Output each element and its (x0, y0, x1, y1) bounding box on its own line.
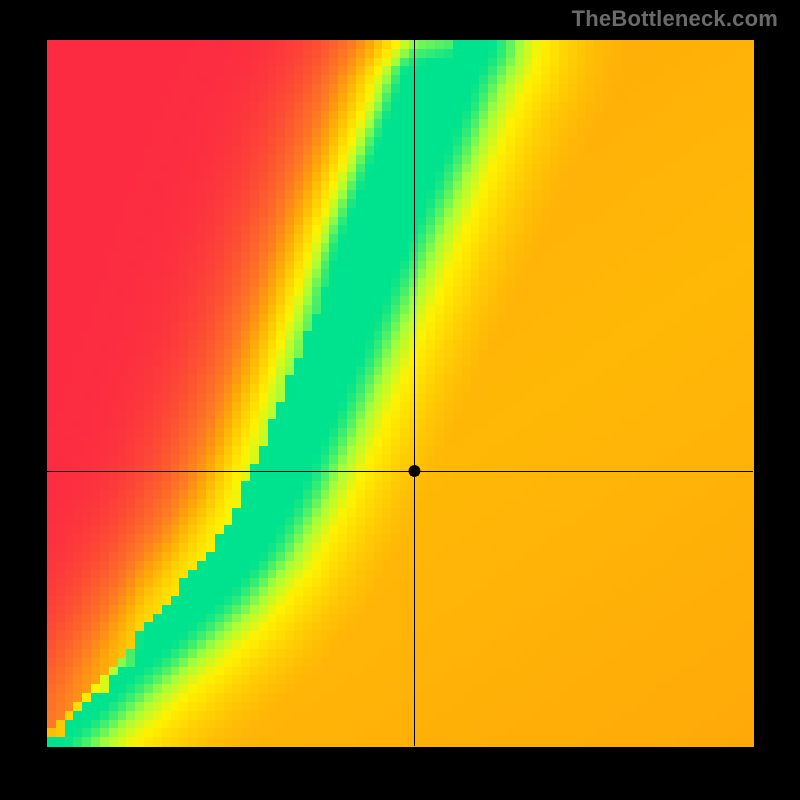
attribution-watermark: TheBottleneck.com (572, 6, 778, 32)
chart-stage: { "attribution": { "text": "TheBottlenec… (0, 0, 800, 800)
bottleneck-heatmap (0, 0, 800, 800)
